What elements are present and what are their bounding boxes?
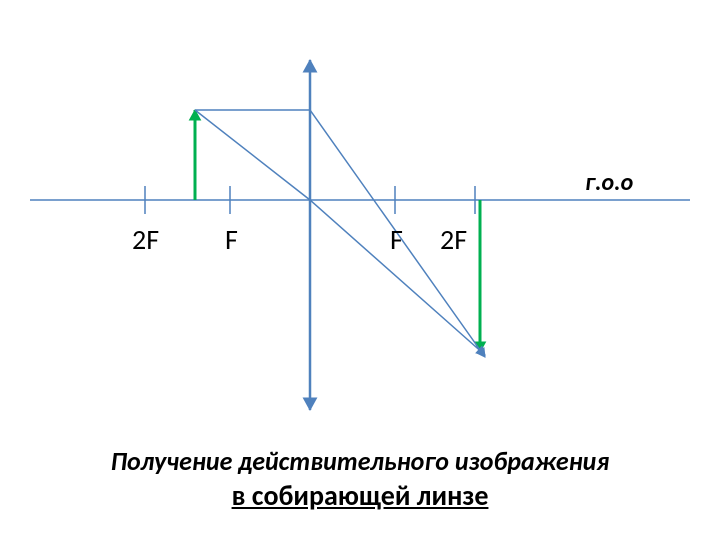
diagram-container: г.о.о 2F F F 2F Получение действительного и… [0,0,720,540]
tick-label: F [225,222,238,257]
caption-text-2: в собирающей линзе [232,478,489,513]
caption-text-1: Получение действительного изображения [111,445,610,477]
tick-label: F [390,222,403,257]
tick-label: 2F [132,222,159,257]
tick-label: 2F [440,222,467,257]
axis-label: г.о.о [585,168,633,197]
caption-line-1: Получение действительного изображения [0,445,720,477]
caption-line-2: в собирающей линзе [0,478,720,513]
